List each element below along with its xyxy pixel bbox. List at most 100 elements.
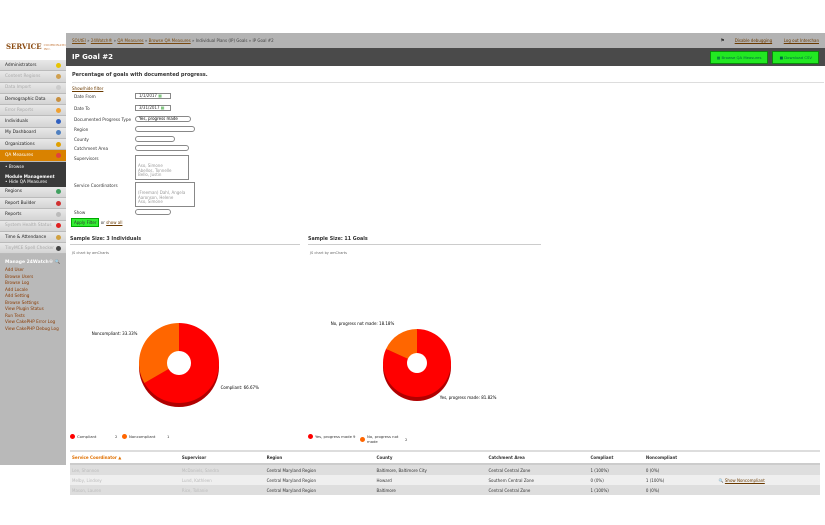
manage-link[interactable]: Add Locale — [5, 286, 28, 292]
legend-value: 9 — [353, 434, 356, 439]
breadcrumb-item[interactable]: SOUtEl — [72, 38, 86, 43]
catchment-select[interactable] — [135, 145, 189, 151]
show-select[interactable] — [135, 209, 171, 215]
sidebar-item[interactable]: Error Reports — [0, 105, 66, 117]
sidebar-item[interactable]: Regions — [0, 186, 66, 198]
sidebar-item[interactable]: Administrators — [0, 60, 66, 72]
legend-item[interactable]: Compliant 2 — [70, 434, 117, 439]
download-csv-button[interactable]: ■ Download CSV — [772, 50, 819, 64]
coordinators-listbox[interactable]: (Freeman) Dahl, Angela Aaronson, Helene As… — [135, 182, 195, 207]
pie-charts: Compliant: 66.67% Noncompliant: 33.33% Yes… — [92, 321, 497, 407]
manage-link[interactable]: Add Setting — [5, 293, 30, 299]
sidebar-item[interactable]: My Dashboard — [0, 127, 66, 140]
sidebar-browse[interactable]: • Browse — [5, 163, 25, 169]
manage-link[interactable]: Add User — [5, 267, 24, 273]
sidebar-item[interactable]: Report Builder — [0, 197, 66, 210]
sidebar-item-icon — [56, 96, 61, 102]
table-cell: 🔍 Show Noncompliant — [716, 475, 820, 485]
column-header: Compliant — [588, 450, 644, 465]
logo[interactable]: SERVICE COORDINATION, INC. — [0, 33, 70, 60]
manage-link[interactable]: Browse Settings — [5, 299, 39, 305]
table-cell: Lee, Shannon — [70, 464, 180, 475]
apply-filter-button[interactable]: Apply Filter — [71, 218, 100, 227]
progress-type-select[interactable]: Yes, progress made — [135, 116, 191, 122]
table-cell: 0 (0%) — [643, 464, 717, 475]
table-cell: Baltimore, Baltimore City — [374, 464, 487, 475]
breadcrumb-item[interactable]: QA Measures — [117, 38, 144, 43]
sidebar-item-label: Time & Attendance — [5, 234, 47, 240]
date-from-input[interactable]: 1/1/2017 ▦ — [135, 93, 171, 99]
sidebar-item[interactable]: System Health Status — [0, 220, 66, 232]
search-icon[interactable]: 🔍 — [54, 260, 61, 266]
sidebar-item[interactable]: Data Import — [0, 82, 66, 94]
supervisors-listbox[interactable]: Aso, Simone Abellos, Tonnelle Bello, Justi… — [135, 155, 189, 180]
sidebar-item[interactable]: Demographic Data — [0, 93, 66, 106]
sidebar-item[interactable]: Content Regions — [0, 71, 66, 83]
chart1-credit[interactable]: JS chart by amCharts — [72, 251, 109, 255]
breadcrumb-item[interactable]: 24Watch® — [90, 38, 113, 43]
disable-debugging-link[interactable]: Disable debugging — [734, 37, 773, 43]
legend-marker — [70, 434, 75, 439]
hide-qa-measures[interactable]: • Hide QA Measures — [5, 178, 48, 184]
legend-item[interactable]: Noncompliant 1 — [122, 434, 169, 439]
sidebar-item-label: TinyMCE Spell Checker — [5, 245, 55, 251]
manage-link[interactable]: View Plugin Status — [5, 306, 44, 312]
calendar-icon[interactable]: ▦ — [160, 105, 165, 110]
list-option[interactable]: Aaronson, Helene — [138, 194, 174, 200]
sidebar-item[interactable]: Organizations — [0, 139, 66, 151]
pie-label: No, progress not made: 18.18% — [331, 321, 395, 326]
sidebar-item-icon — [56, 130, 61, 136]
column-header[interactable]: Service Coordinator ▲ — [70, 450, 180, 465]
date-to-input[interactable]: 3/31/2017 ▦ — [135, 105, 171, 111]
calendar-icon[interactable]: ▦ — [158, 93, 163, 98]
progress-type-label: Documented Progress Type — [74, 117, 132, 122]
list-option[interactable]: Bello, Justin — [138, 172, 162, 177]
sidebar-item-icon — [56, 107, 61, 113]
table-row: Mason, Lauren Rice, Tollanie Central Maryl… — [70, 485, 820, 495]
legend-value: 2 — [115, 434, 118, 439]
table-cell: Central Central Zone — [486, 464, 589, 475]
browse-label: Browse — [8, 163, 25, 169]
show-noncompliant-link[interactable]: Show Noncompliant — [724, 477, 765, 483]
browse-qa-measures-button[interactable]: ▦ Browse QA Measures — [709, 50, 769, 64]
list-option[interactable]: (Freeman) Dahl, Angela — [138, 190, 186, 195]
region-select[interactable] — [135, 126, 195, 132]
legend-item[interactable]: Yes, progress made 9 — [308, 434, 355, 439]
legend-value: 1 — [167, 434, 170, 439]
sidebar-item[interactable]: Time & Attendance — [0, 231, 66, 244]
chart2-credit[interactable]: JS chart by amCharts — [310, 251, 347, 255]
sidebar-nav: Administrators Content Regions Data Import… — [0, 60, 66, 162]
logout-link[interactable]: Log out Interchan — [783, 37, 819, 43]
sidebar-item[interactable]: Individuals — [0, 116, 66, 128]
legend-label: Yes, progress made — [315, 434, 352, 439]
sidebar-item-icon — [56, 73, 61, 79]
manage-link[interactable]: Run Tests — [5, 312, 25, 318]
pie-label: Yes, progress made: 81.82% — [439, 395, 497, 400]
breadcrumb-item[interactable]: Browse QA Measures — [148, 38, 191, 43]
pie-slice[interactable] — [386, 329, 417, 363]
show-hide-filter-link[interactable]: Show/hide filter — [72, 86, 104, 91]
manage-link[interactable]: View CakePHP Error Log — [5, 319, 56, 325]
sidebar-item[interactable]: Reports — [0, 209, 66, 221]
sidebar-item-icon — [56, 153, 61, 159]
table-cell: McDaniels, Sandra — [179, 464, 265, 475]
county-select[interactable] — [135, 136, 175, 142]
sidebar-item-icon — [56, 223, 61, 229]
list-option[interactable]: Aso, Simone — [138, 163, 163, 168]
sidebar-item[interactable]: QA Measures — [0, 150, 66, 162]
csv-label: Download CSV — [784, 54, 812, 60]
list-option[interactable]: Abellos, Tonnelle — [138, 167, 172, 173]
column-header: Supervisor — [179, 450, 265, 465]
legend-item[interactable]: No, progress not made 2 — [360, 434, 407, 444]
legend-marker — [122, 434, 127, 439]
show-all-link[interactable]: show all — [106, 220, 123, 225]
date-to-label: Date To — [74, 106, 90, 111]
sidebar-submenu: • Browse — [0, 161, 66, 171]
sidebar-item[interactable]: TinyMCE Spell Checker — [0, 243, 66, 255]
list-option[interactable]: Aso, Simone — [138, 199, 163, 204]
manage-link[interactable]: View CakePHP Debug Log — [5, 325, 59, 331]
table-cell: Central Central Zone — [486, 485, 589, 495]
logo-text: SERVICE — [6, 42, 42, 51]
manage-link[interactable]: Browse Users — [5, 273, 34, 279]
manage-link[interactable]: Browse Log — [5, 280, 30, 286]
